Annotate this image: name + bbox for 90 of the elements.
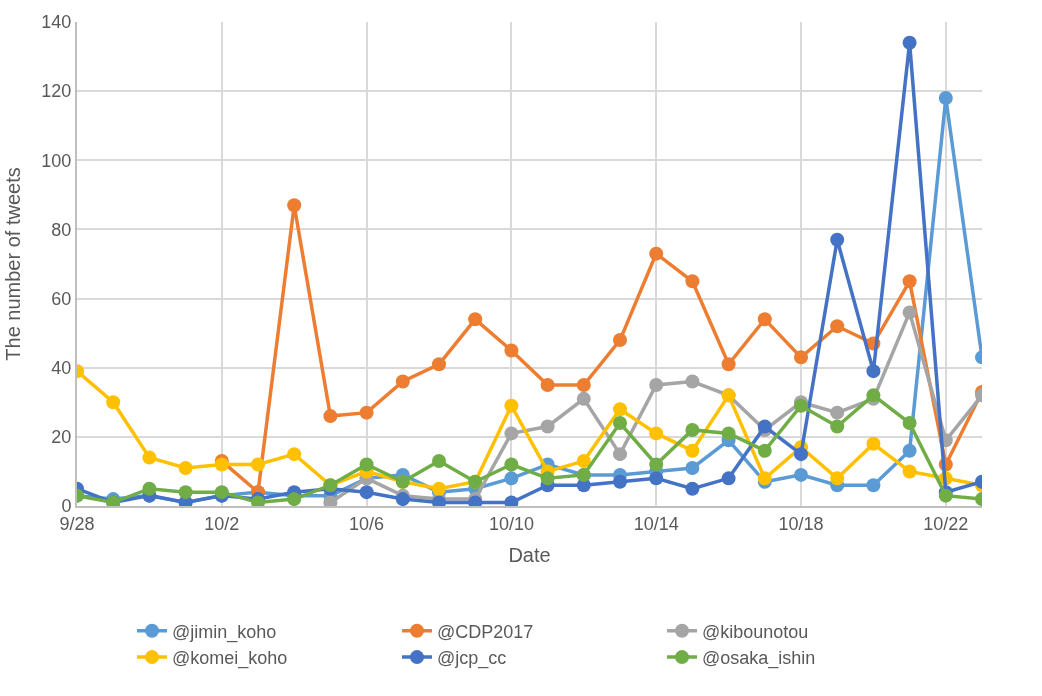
- x-tick-label: 10/10: [488, 513, 534, 534]
- point: [359, 457, 374, 472]
- y-tick-label: 140: [41, 12, 72, 33]
- point: [540, 471, 555, 486]
- y-tick-label: 100: [41, 150, 72, 171]
- point: [902, 274, 917, 289]
- point: [866, 364, 881, 379]
- point: [432, 357, 446, 372]
- point: [395, 492, 410, 506]
- point: [106, 395, 121, 410]
- point: [504, 471, 519, 486]
- x-tick-label: 10/6: [349, 513, 385, 534]
- y-tick-label: 120: [41, 81, 72, 102]
- point: [866, 478, 881, 493]
- point: [576, 391, 591, 406]
- point: [685, 460, 700, 475]
- point: [395, 374, 410, 389]
- point: [649, 378, 664, 392]
- point: [649, 457, 664, 472]
- point: [540, 378, 555, 392]
- point: [432, 454, 446, 469]
- y-tick-label: 40: [51, 358, 72, 379]
- point: [613, 402, 627, 417]
- point: [178, 485, 193, 500]
- point: [504, 398, 519, 413]
- point: [830, 232, 845, 247]
- point: [685, 443, 700, 458]
- point: [540, 419, 555, 434]
- x-axis-title: Date: [508, 543, 551, 566]
- point: [721, 471, 736, 486]
- y-tick-label: 80: [51, 219, 72, 240]
- point: [287, 198, 302, 213]
- y-tick-label: 60: [51, 288, 72, 309]
- point: [830, 405, 845, 420]
- point: [902, 416, 917, 431]
- legend-label: @kibounotou: [702, 621, 809, 642]
- point: [649, 471, 664, 486]
- point: [902, 35, 917, 50]
- point: [721, 357, 736, 372]
- point: [287, 492, 302, 506]
- point: [504, 457, 519, 472]
- point: [830, 419, 845, 434]
- point: [830, 471, 845, 486]
- point: [432, 481, 446, 496]
- x-tick-label: 10/22: [923, 513, 969, 534]
- point: [576, 378, 591, 392]
- point: [287, 447, 302, 462]
- x-tick-label: 10/14: [633, 513, 679, 534]
- point: [794, 467, 808, 482]
- point: [576, 454, 591, 469]
- point: [902, 305, 917, 320]
- point: [902, 443, 917, 458]
- point: [142, 481, 157, 496]
- point: [757, 443, 772, 458]
- point: [504, 343, 519, 358]
- point: [685, 274, 700, 289]
- point: [359, 405, 374, 420]
- point: [359, 485, 374, 500]
- legend-label: @CDP2017: [437, 621, 534, 642]
- point: [685, 481, 700, 496]
- point: [830, 319, 845, 334]
- legend-label: @osaka_ishin: [702, 648, 816, 670]
- y-axis-title: The number of tweets: [2, 167, 25, 361]
- point: [178, 460, 193, 475]
- point: [251, 457, 265, 472]
- point: [866, 436, 881, 451]
- point: [613, 474, 627, 489]
- legend-label: @komei_koho: [172, 648, 288, 670]
- point: [902, 464, 917, 479]
- legend-label: @jcp_cc: [437, 648, 507, 670]
- point: [794, 350, 808, 365]
- x-tick-label: 10/2: [204, 513, 240, 534]
- point: [468, 312, 483, 327]
- point: [685, 374, 700, 389]
- point: [649, 426, 664, 441]
- point: [323, 409, 338, 424]
- point: [938, 91, 953, 106]
- legend-label: @jimin_koho: [172, 621, 277, 643]
- point: [649, 246, 664, 261]
- point: [794, 447, 808, 462]
- y-tick-label: 20: [51, 427, 72, 448]
- x-tick-label: 10/18: [778, 513, 824, 534]
- point: [613, 416, 627, 431]
- point: [685, 422, 700, 437]
- point: [142, 450, 157, 465]
- point: [757, 312, 772, 327]
- point: [721, 426, 736, 441]
- point: [504, 426, 519, 441]
- point: [613, 447, 627, 462]
- point: [613, 333, 627, 348]
